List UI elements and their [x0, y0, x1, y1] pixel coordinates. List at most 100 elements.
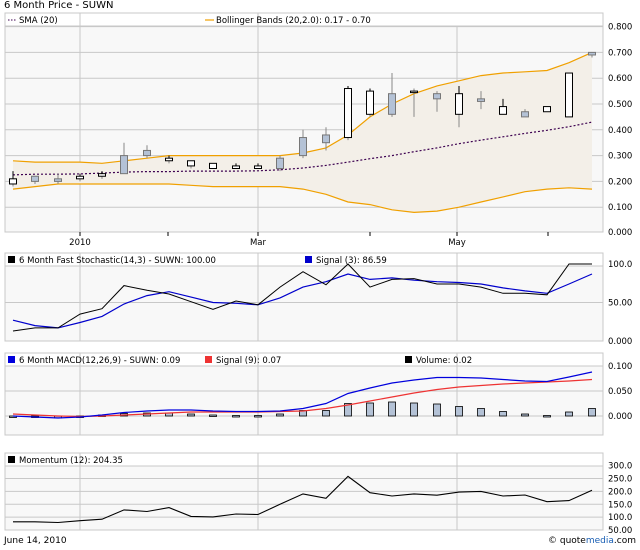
candle-body [143, 149, 151, 157]
macd-histogram-bar [477, 408, 485, 417]
legend-label: Volume: 0.02 [416, 356, 472, 366]
candle-body [366, 90, 374, 115]
candlestick [54, 173, 62, 184]
macd-histogram-bar [232, 415, 240, 418]
candle-body [543, 106, 551, 113]
macd-signal-line [12, 378, 593, 418]
legend-row [4, 352, 604, 367]
candlestick [388, 73, 396, 117]
x-axis-label: May [448, 238, 466, 248]
candlestick [187, 160, 195, 169]
y-axis-label: 0.050 [608, 387, 632, 397]
macd-histogram-bar [433, 403, 441, 417]
macd-histogram-bar [209, 414, 217, 417]
macd-histogram-bar [410, 402, 418, 417]
candle-body [499, 106, 507, 115]
macd-histogram-bar [322, 410, 330, 417]
candlestick [31, 175, 39, 184]
candle-body [254, 165, 262, 169]
sma-line [12, 121, 593, 176]
y-axis-label: 50.00 [608, 526, 632, 536]
y-axis-label: 0.400 [608, 126, 632, 136]
candlestick [543, 106, 551, 113]
candlestick [477, 91, 485, 110]
candlestick [232, 163, 240, 169]
candle-body [209, 162, 217, 169]
macd-histogram-bar [254, 415, 262, 418]
legend-label: Bollinger Bands (20,2.0): 0.17 - 0.70 [216, 16, 371, 26]
macd-histogram-bar [521, 413, 529, 417]
stochastic-panel-frame [4, 252, 604, 342]
candlestick [299, 129, 307, 159]
legend-row [4, 12, 604, 27]
macd-histogram-bar [499, 411, 507, 417]
macd-histogram-bar [366, 402, 374, 417]
candlestick [98, 171, 106, 179]
legend-label: Momentum (12): 204.35 [19, 456, 123, 466]
candle-body [433, 93, 441, 100]
y-axis-label: 0.500 [608, 100, 632, 110]
candle-body [98, 173, 106, 177]
y-axis-label: 0.800 [608, 23, 632, 33]
candle-body [455, 93, 463, 115]
candle-body [76, 175, 84, 180]
logo-text-quote: quote [559, 536, 586, 546]
legend-square-icon [205, 356, 212, 363]
macd-histogram-bar [187, 413, 195, 417]
candlestick [499, 98, 507, 115]
candlestick [276, 155, 284, 172]
legend-label: Signal (9): 0.07 [216, 356, 281, 366]
chart-date: June 14, 2010 [4, 536, 67, 546]
macd-panel: 0.100 0.050 0.000 6 Month MACD(12,26,9) - S… [4, 352, 632, 436]
y-axis-label: 200.0 [608, 487, 632, 497]
candle-body [165, 157, 173, 162]
y-axis-label: 300.0 [608, 462, 632, 472]
bollinger-lower-line [12, 183, 593, 214]
y-axis-label: 100.0 [608, 260, 632, 270]
logo-text-com: .com [613, 536, 636, 546]
y-axis-label: 0.300 [608, 152, 632, 162]
y-axis-label: 0.200 [608, 177, 632, 187]
candlestick [120, 142, 128, 175]
candlestick [588, 51, 596, 58]
candlestick [366, 88, 374, 117]
candlestick [455, 85, 463, 128]
price-panel: 0.800 0.700 0.600 0.500 0.400 0.300 0.200 0.100… [4, 12, 632, 238]
candle-body [31, 175, 39, 182]
y-axis-label: 0.000 [608, 337, 632, 347]
macd-histogram-bar [344, 403, 352, 417]
macd-histogram-bar [543, 415, 551, 418]
candle-body [565, 72, 573, 118]
momentum-line [13, 475, 593, 524]
candle-body [322, 134, 330, 144]
macd-histogram-bar [455, 406, 463, 417]
macd-histogram-bar [588, 408, 596, 417]
candlestick [521, 109, 529, 118]
legend-row [4, 452, 604, 467]
candle-body [410, 90, 418, 94]
x-axis-label: 2010 [69, 238, 91, 248]
bollinger-band-fill [13, 52, 592, 213]
legend-square-icon [8, 456, 15, 463]
candlestick [9, 171, 17, 187]
candlestick [344, 85, 352, 141]
momentum-panel: 300.0 250.0 200.0 150.0 100.0 50.00 Momentum (… [4, 452, 632, 536]
candle-body [9, 178, 17, 185]
y-axis-label: 0.100 [608, 362, 632, 372]
macd-panel-frame [4, 352, 604, 436]
candlestick [209, 162, 217, 169]
logo-text-media: media [585, 536, 614, 546]
y-axis-label: 0.600 [608, 74, 632, 84]
legend-square-icon [305, 256, 312, 263]
candle-body [388, 93, 396, 115]
candle-body [54, 178, 62, 182]
copyright-icon: © [547, 536, 557, 546]
candlestick [322, 127, 330, 151]
y-axis-label: 250.0 [608, 475, 632, 485]
candle-body [187, 160, 195, 167]
stochastic-k-line [12, 263, 592, 332]
candlestick [76, 173, 84, 182]
y-axis-label: 50.00 [608, 299, 632, 309]
macd-line [12, 371, 593, 419]
quotemedia-logo[interactable]: © quotemedia.com [548, 536, 636, 546]
